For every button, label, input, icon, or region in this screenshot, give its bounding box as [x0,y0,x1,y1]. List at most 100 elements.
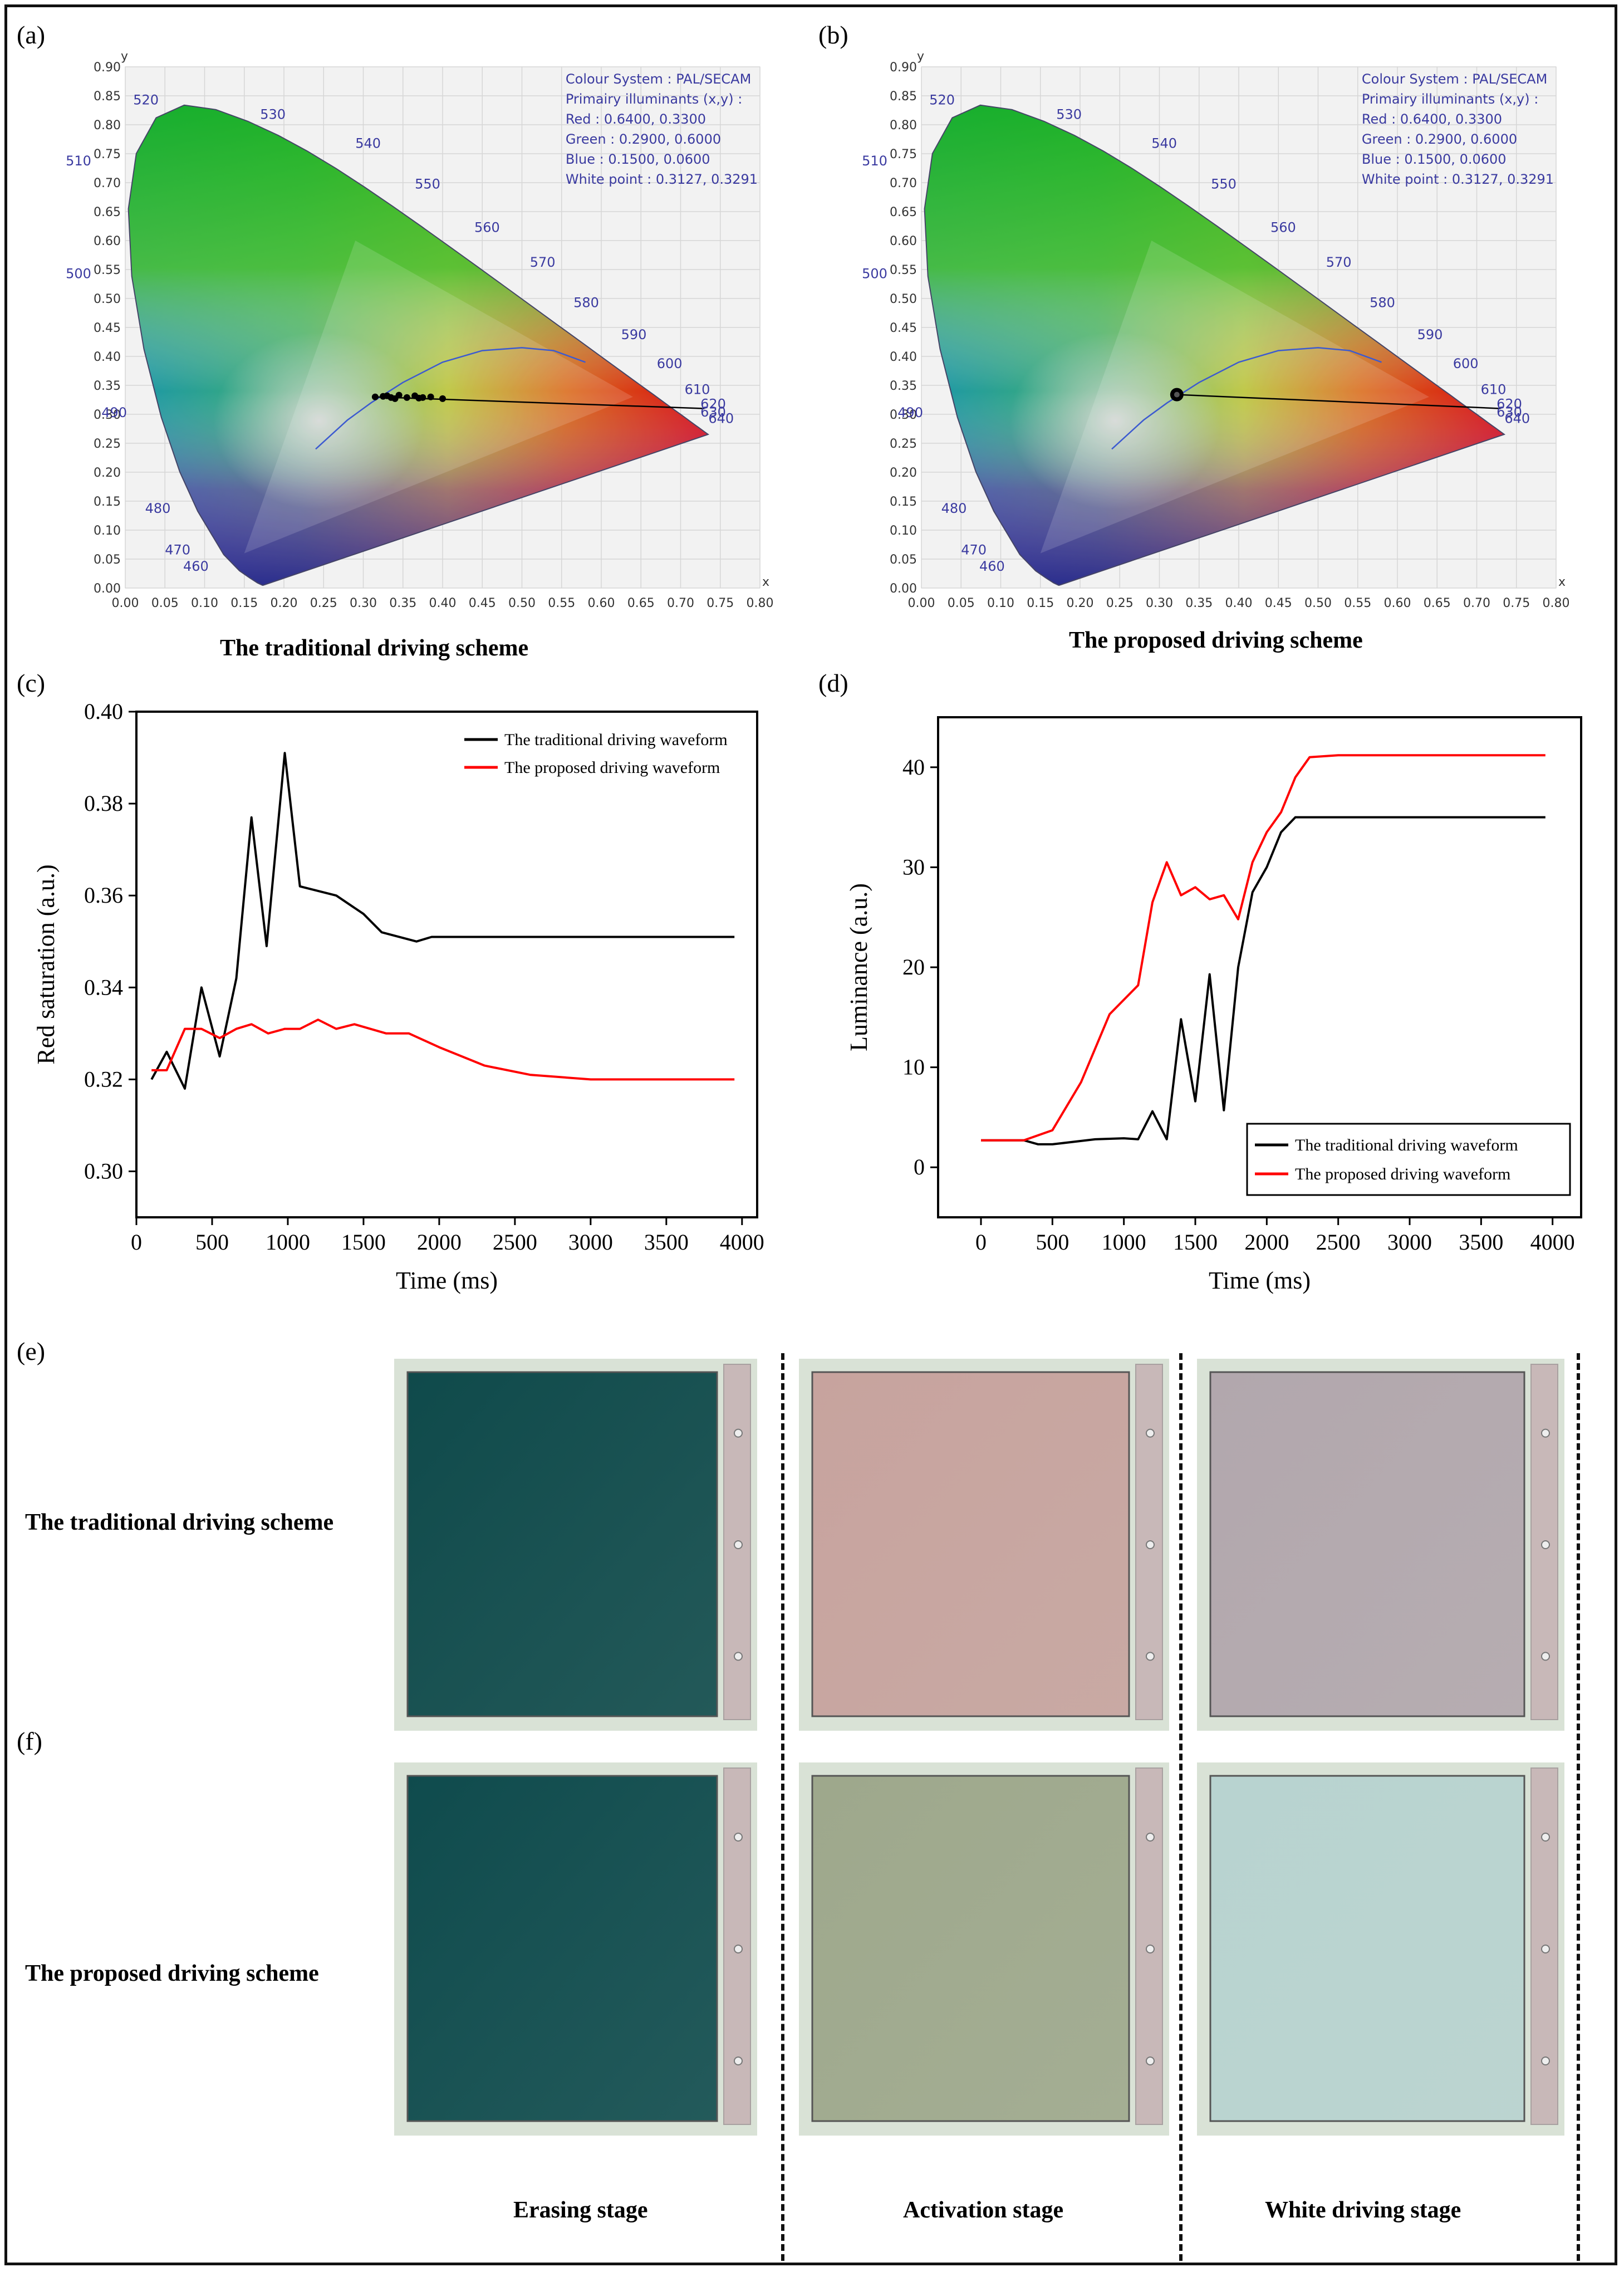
wavelength-label-520: 520 [929,92,955,108]
cie-x-tick: 0.70 [1463,596,1490,610]
cie-x-tick: 0.25 [310,596,337,610]
photo-edge-dot [1541,1652,1550,1661]
chromaticity-point [371,393,379,400]
cie-x-tick: 0.80 [747,596,774,610]
panel-label-d: (d) [818,669,848,697]
photo-edge-dot [734,1428,743,1438]
cie-x-tick: 0.15 [230,596,258,610]
y-tick-label: 30 [902,854,925,879]
panel-label-e: (e) [17,1337,46,1365]
x-tick-label: 500 [1036,1230,1069,1255]
cie-x-tick: 0.60 [1384,596,1411,610]
chromaticity-point [427,393,434,400]
legend-box [1246,1123,1571,1196]
wavelength-label-500: 500 [66,266,91,282]
wavelength-label-490: 490 [101,405,127,420]
cie-x-tick: 0.45 [1265,596,1292,610]
y-tick-label: 0 [914,1154,925,1179]
x-tick-label: 3000 [1387,1230,1432,1255]
wavelength-label-460: 460 [183,559,209,574]
colour-system-info: White point : 0.3127, 0.3291 [1362,172,1554,187]
cie-y-tick: 0.65 [94,205,121,219]
y-tick-label: 0.40 [84,699,123,724]
wavelength-label-570: 570 [1326,254,1352,270]
cie-x-tick: 0.55 [1344,596,1371,610]
wavelength-label-530: 530 [1056,107,1082,123]
x-tick-label: 2000 [1244,1230,1289,1255]
wavelength-label-540: 540 [355,136,381,151]
cie-y-tick: 0.25 [890,437,917,451]
x-tick-label: 2000 [417,1230,462,1255]
wavelength-label-640: 640 [1504,411,1530,427]
stage-label-erasing: Erasing stage [513,2197,648,2223]
y-axis-label: Red saturation (a.u.) [32,864,60,1064]
wavelength-label-560: 560 [1270,219,1296,235]
wavelength-label-620: 620 [1497,396,1522,412]
colour-system-info: Green : 0.2900, 0.6000 [566,131,721,147]
wavelength-label-610: 610 [685,382,710,398]
photo-edge-dot [1146,1428,1155,1438]
photo-edge-dot [734,1540,743,1549]
cie-x-tick: 0.70 [667,596,694,610]
cie-y-tick: 0.30 [94,408,121,422]
cie-y-tick: 0.20 [94,466,121,480]
photo-proposed-activation [799,1762,1169,2136]
cie-y-tick: 0.60 [94,234,121,248]
x-tick-label: 2500 [1316,1230,1361,1255]
cie-x-tick: 0.25 [1106,596,1134,610]
photo-edge-dot [1541,1540,1550,1549]
cie-x-tick: 0.15 [1027,596,1054,610]
photo-edge-dot [1541,1428,1550,1438]
wavelength-label-590: 590 [1417,327,1443,342]
cie-x-tick: 0.20 [271,596,298,610]
divider-dashed-3 [1577,1353,1580,2261]
x-tick-label: 4000 [720,1230,764,1255]
cie-x-tick: 0.20 [1067,596,1094,610]
cie-x-tick: 0.40 [429,596,457,610]
series-line-traditional [150,752,735,1090]
cie-x-tick: 0.05 [151,596,179,610]
cie-x-tick: 0.10 [987,596,1014,610]
y-tick-label: 0.36 [84,883,123,908]
cie-y-tick: 0.35 [890,379,917,393]
y-tick-label: 0.32 [84,1066,123,1091]
divider-dashed-2 [1179,1353,1183,2261]
wavelength-label-600: 600 [657,356,683,371]
photo-edge-dot [1541,1945,1550,1953]
cie-y-tick: 0.90 [94,61,121,75]
x-tick-label: 1000 [266,1230,310,1255]
chromaticity-point [391,395,399,402]
figure-frame [4,4,1617,2265]
panel-label-c: (c) [17,669,46,697]
cie-y-tick: 0.45 [94,321,121,335]
cie-y-tick: 0.35 [94,379,121,393]
wavelength-label-500: 500 [862,266,887,282]
photo-edge-dot [734,1833,743,1842]
wavelength-label-510: 510 [66,153,91,169]
cie-y-tick: 0.85 [94,90,121,104]
cie-y-tick: 0.15 [94,495,121,509]
wavelength-label-510: 510 [862,153,887,169]
x-tick-label: 1500 [341,1230,386,1255]
photo-traditional-erasing [394,1359,757,1731]
colour-system-info: Blue : 0.1500, 0.0600 [1362,151,1507,167]
cie-x-tick: 0.50 [508,596,536,610]
cie-x-tick: 0.80 [1543,596,1570,610]
legend-entry: The traditional driving waveform [504,731,728,749]
spectral-locus [127,104,710,586]
colour-system-info: White point : 0.3127, 0.3291 [566,172,758,187]
red-saturation-chart: 0 500 1000 1500 2000 2500 3000 3500 4000 0.30 0.32… [32,699,764,1294]
photo-edge-dot [734,2056,743,2065]
cie-y-tick: 0.85 [890,90,917,104]
y-axis-label: Luminance (a.u.) [845,883,872,1051]
photo-edge-dot [1146,1652,1155,1661]
wavelength-label-580: 580 [573,295,599,311]
caption-a: The traditional driving scheme [220,635,529,661]
legend-entry: The proposed driving waveform [504,758,720,777]
x-tick-label: 4000 [1530,1230,1575,1255]
wavelength-label-480: 480 [941,501,967,516]
cie-y-tick: 0.25 [94,437,121,451]
photo-edge-dot [1146,1540,1155,1549]
wavelength-label-570: 570 [530,254,556,270]
